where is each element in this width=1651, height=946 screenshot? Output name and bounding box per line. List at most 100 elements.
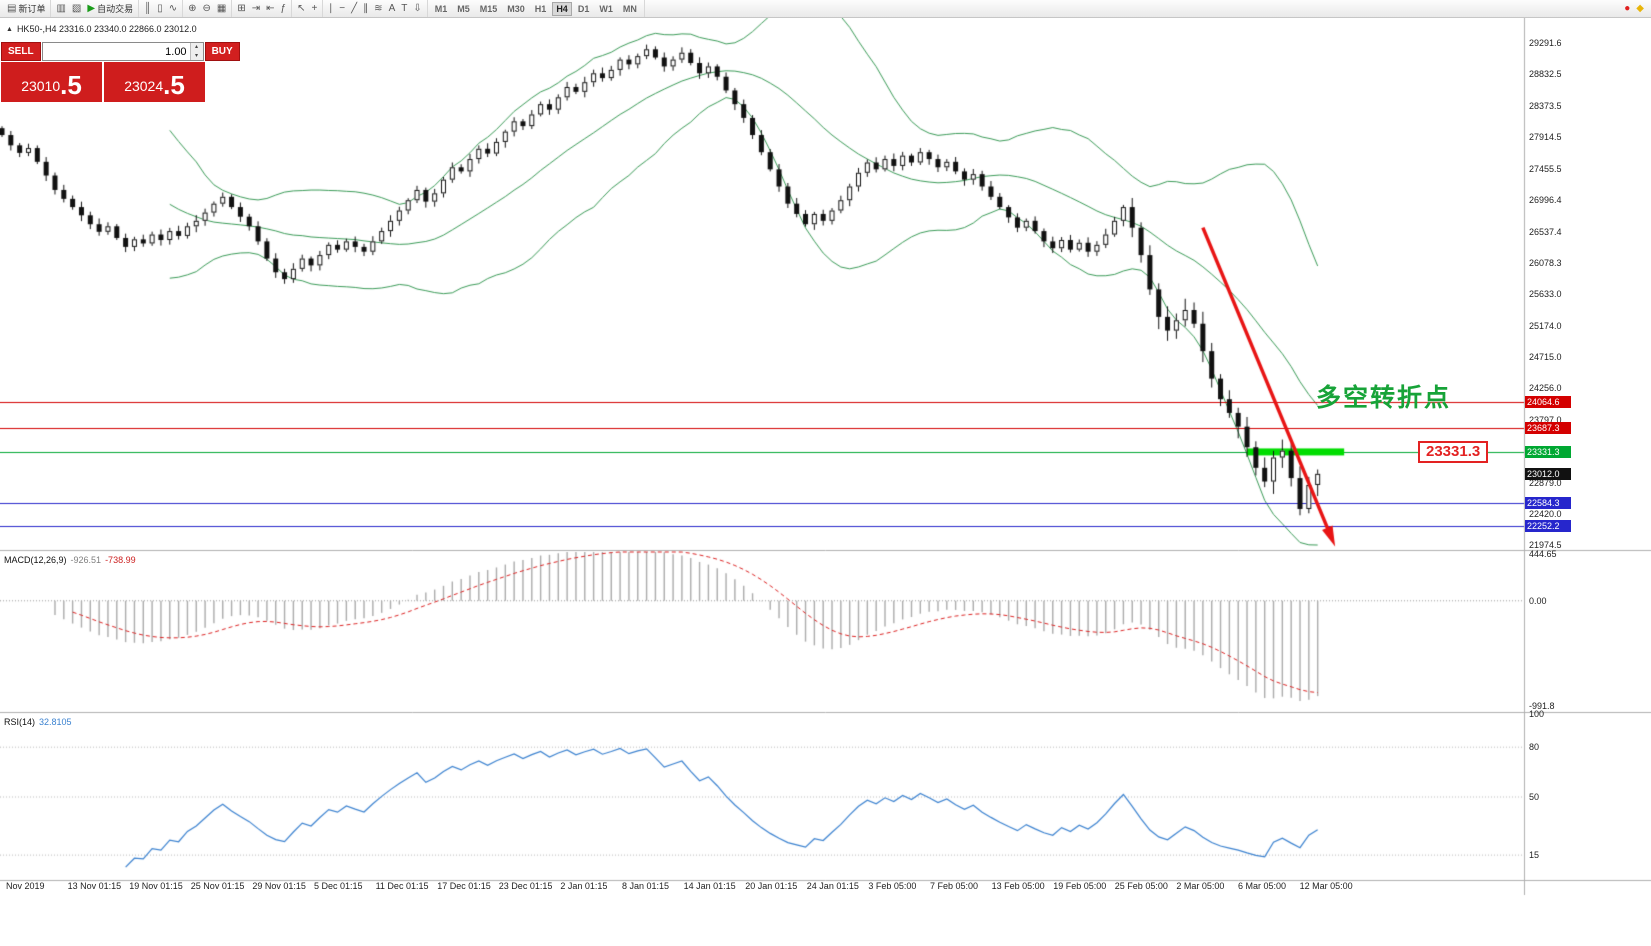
new-chart-icon: ⊞: [237, 2, 246, 14]
order-row-top: SELL ▴ ▾ BUY: [1, 42, 240, 61]
macd-value-signal: -738.99: [105, 555, 136, 565]
tile-windows-button[interactable]: ▦: [215, 1, 228, 16]
volume-down-icon[interactable]: ▾: [190, 51, 203, 60]
price-tick: 26537.4: [1529, 226, 1562, 237]
time-tick: Nov 2019: [6, 881, 45, 891]
zoom-in-icon: ⊕: [188, 2, 197, 14]
rsi-tick: 100: [1529, 709, 1545, 719]
bar-chart-button[interactable]: ║: [142, 1, 153, 16]
price-tick: 23797.0: [1529, 414, 1562, 425]
rsi-name: RSI(14): [4, 717, 36, 727]
fibonacci-button[interactable]: ≋: [372, 1, 384, 16]
price-tick: 21974.5: [1529, 540, 1562, 551]
symbol-ohlc-text: HK50-,H4 23316.0 23340.0 22866.0 23012.0: [16, 24, 197, 34]
sell-button[interactable]: SELL: [1, 42, 41, 61]
timeframe-d1-button[interactable]: D1: [574, 2, 594, 16]
macd-tick: 444.65: [1529, 548, 1557, 559]
fibonacci-icon: ≋: [374, 2, 383, 14]
time-tick: 13 Nov 01:15: [67, 881, 122, 891]
buy-price-main: 23024: [124, 78, 164, 94]
sell-price[interactable]: 23010.5: [1, 62, 102, 102]
symbol-info: ▲ HK50-,H4 23316.0 23340.0 22866.0 23012…: [6, 24, 197, 34]
timeframe-h1-button[interactable]: H1: [531, 2, 551, 16]
volume-up-icon[interactable]: ▴: [190, 43, 203, 52]
buy-price[interactable]: 23024.5: [104, 62, 205, 102]
tile-windows-icon: ▦: [216, 2, 227, 14]
charts-window-icon: ▥: [56, 2, 66, 14]
time-tick: 8 Jan 01:15: [622, 881, 670, 891]
toolbar-group-cursor-tools: ↖ +: [292, 0, 324, 17]
crosshair-icon: +: [311, 2, 318, 14]
time-tick: 25 Nov 01:15: [190, 881, 245, 891]
line-chart-button[interactable]: ∿: [167, 1, 179, 16]
time-tick: 12 Mar 05:00: [1299, 881, 1353, 891]
buy-button[interactable]: BUY: [204, 42, 240, 61]
zoom-in-button[interactable]: ⊕: [186, 1, 198, 16]
time-tick: 19 Nov 01:15: [129, 881, 183, 891]
text-label-icon: T: [401, 2, 408, 14]
new-order-label: 新订单: [18, 4, 46, 14]
trendline-button[interactable]: ╱: [349, 1, 359, 16]
timeframe-mn-button[interactable]: MN: [619, 2, 641, 16]
price-badge: 22252.2: [1525, 519, 1571, 532]
volume-input[interactable]: [42, 43, 190, 60]
timeframe-m1-button[interactable]: M1: [431, 2, 452, 16]
price-tick: 24256.0: [1529, 383, 1562, 394]
macd-tick: 0.00: [1529, 595, 1547, 606]
arrow-objects-button[interactable]: ⇩: [411, 1, 423, 16]
price-tick: 27914.5: [1529, 132, 1562, 143]
indicator-list-button[interactable]: ƒ: [279, 1, 289, 16]
time-tick: 24 Jan 01:15: [806, 881, 859, 891]
cursor-button[interactable]: ↖: [295, 1, 307, 16]
price-chart-canvas[interactable]: [0, 18, 1651, 946]
timeframe-h4-button[interactable]: H4: [552, 1, 572, 16]
price-tick: 28373.5: [1529, 100, 1562, 111]
auto-trading-button[interactable]: ▶ 自动交易: [85, 1, 135, 16]
new-chart-button[interactable]: ⊞: [235, 1, 247, 16]
auto-scroll-button[interactable]: ⇥: [250, 1, 262, 16]
arrow-objects-icon: ⇩: [413, 2, 422, 14]
time-tick: 25 Feb 05:00: [1114, 881, 1168, 891]
price-tick: 24715.0: [1529, 352, 1562, 362]
horizontal-line-button[interactable]: −: [337, 1, 347, 16]
time-tick: 7 Feb 05:00: [930, 881, 979, 891]
timeframe-w1-button[interactable]: W1: [595, 2, 617, 16]
text-icon: A: [388, 2, 396, 14]
new-order-icon: ▤: [7, 2, 17, 14]
vertical-line-button[interactable]: ∣: [326, 1, 335, 16]
timeframe-m5-button[interactable]: M5: [453, 2, 474, 16]
time-tick: 29 Nov 01:15: [252, 881, 306, 891]
crosshair-button[interactable]: +: [309, 1, 319, 16]
sell-price-big: .5: [60, 70, 82, 100]
chart-shift-button[interactable]: ⇤: [264, 1, 276, 16]
timeframe-m15-button[interactable]: M15: [476, 2, 502, 16]
timeframe-m30-button[interactable]: M30: [503, 2, 529, 16]
volume-spinner: ▴ ▾: [189, 43, 203, 60]
text-label-button[interactable]: T: [399, 1, 409, 16]
toolbar-group-right: ● ◆: [1619, 0, 1649, 17]
rsi-indicator-label: RSI(14) 32.8105: [4, 717, 72, 727]
time-tick: 14 Jan 01:15: [683, 881, 736, 891]
equidistant-channel-icon: ∥: [363, 2, 369, 14]
trendline-icon: ╱: [351, 2, 358, 14]
macd-tick: -991.8: [1529, 700, 1555, 711]
charts-window-button[interactable]: ▥: [54, 1, 67, 16]
new-order-button[interactable]: ▤ 新订单: [5, 1, 47, 16]
auto-trading-icon: ▶: [87, 2, 96, 14]
news-button[interactable]: ◆: [1634, 1, 1646, 16]
vertical-line-icon: ∣: [328, 2, 334, 14]
annotation-turning-point: 多空转折点: [1316, 384, 1452, 412]
symbol-marker-icon: ▲: [6, 25, 13, 33]
profiles-button[interactable]: ▧: [70, 1, 83, 16]
text-button[interactable]: A: [387, 1, 398, 16]
volume-input-group: ▴ ▾: [41, 42, 204, 61]
rsi-value: 32.8105: [39, 717, 72, 727]
zoom-out-button[interactable]: ⊖: [200, 1, 212, 16]
profiles-icon: ▧: [71, 2, 82, 14]
auto-scroll-icon: ⇥: [251, 2, 261, 14]
candlestick-chart-button[interactable]: ▯: [155, 1, 165, 16]
indicator-list-icon: ƒ: [280, 2, 287, 14]
alerts-button[interactable]: ●: [1622, 1, 1632, 16]
toolbar-group-order: ▤ 新订单: [2, 0, 52, 17]
equidistant-channel-button[interactable]: ∥: [361, 1, 370, 16]
